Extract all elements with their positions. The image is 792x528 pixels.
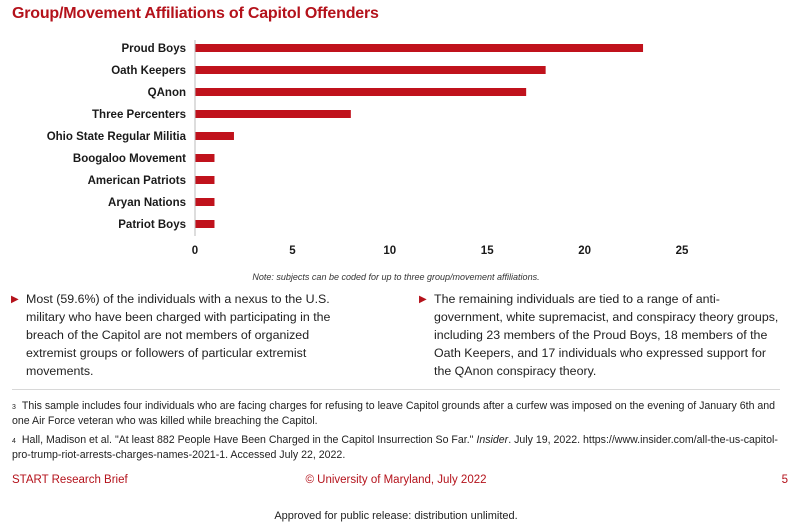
bar — [195, 44, 644, 52]
bullet-right: ▶ The remaining individuals are tied to … — [419, 290, 784, 380]
x-tick-label: 25 — [676, 245, 689, 257]
category-label: Oath Keepers — [111, 65, 186, 77]
footnote-4-text-a: Hall, Madison et al. "At least 882 Peopl… — [21, 434, 474, 446]
bullet-left-text: Most (59.6%) of the individuals with a n… — [26, 292, 331, 378]
footnote-3: 3 This sample includes four individuals w… — [12, 399, 780, 429]
category-label: Boogaloo Movement — [73, 153, 186, 165]
chart-title: Group/Movement Affiliations of Capitol O… — [12, 5, 379, 22]
bar — [195, 110, 351, 118]
category-label: Patriot Boys — [118, 219, 186, 231]
bullet-left: ▶ Most (59.6%) of the individuals with a… — [11, 290, 361, 380]
bar — [195, 176, 215, 184]
footnote-3-text: This sample includes four individuals wh… — [12, 400, 776, 427]
bar — [195, 66, 546, 74]
bullet-right-text: The remaining individuals are tied to a … — [434, 292, 779, 378]
footer-copyright: © University of Maryland, July 2022 — [305, 474, 487, 486]
footer-brand: START Research Brief — [12, 474, 128, 486]
category-label: American Patriots — [88, 175, 186, 187]
bar — [195, 132, 234, 140]
bar — [195, 198, 215, 206]
bullet-marker-icon: ▶ — [11, 294, 19, 305]
x-tick-label: 10 — [383, 245, 396, 257]
bar-chart: Proud Boys Oath Keepers QAnon Three Percent… — [47, 40, 689, 257]
footnote-3-number: 3 — [12, 404, 16, 411]
category-label: Aryan Nations — [108, 197, 186, 209]
release-notice: Approved for public release: distributio… — [274, 510, 518, 522]
bullet-marker-icon: ▶ — [419, 294, 427, 305]
bar — [195, 220, 215, 228]
x-tick-label: 20 — [578, 245, 591, 257]
bar — [195, 154, 215, 162]
report-page: Group/Movement Affiliations of Capitol O… — [11, 5, 788, 486]
footnote-4-number: 4 — [12, 438, 16, 445]
chart-note: Note: subjects can be coded for up to th… — [252, 272, 540, 282]
footnote-divider — [12, 389, 780, 390]
x-tick-label: 15 — [481, 245, 494, 257]
category-label: Three Percenters — [92, 109, 186, 121]
category-label: Ohio State Regular Militia — [47, 131, 187, 143]
x-tick-label: 5 — [289, 245, 296, 257]
x-tick-label: 0 — [192, 245, 198, 257]
footnote-4: 4 Hall, Madison et al. "At least 882 Peop… — [12, 433, 780, 463]
footnote-4-text-b: . July 19, 2022. https://www.insider.com… — [12, 434, 778, 461]
category-label: QAnon — [148, 87, 186, 99]
bar — [195, 88, 527, 96]
page-number: 5 — [781, 474, 788, 486]
category-label: Proud Boys — [121, 43, 186, 55]
footnote-4-source: Insider — [476, 434, 509, 446]
